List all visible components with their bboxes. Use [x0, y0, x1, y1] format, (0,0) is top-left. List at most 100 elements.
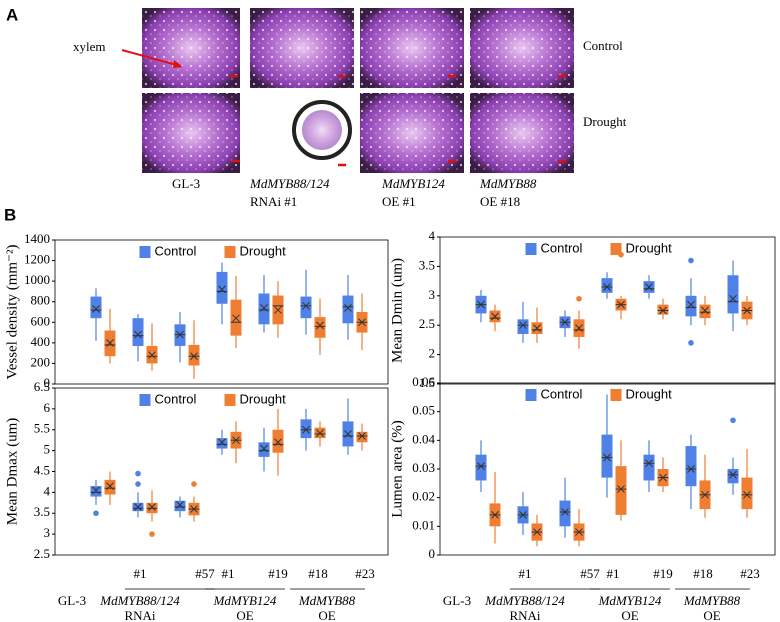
mean-marker [645, 283, 653, 291]
x-tick-label: #1 [519, 566, 532, 581]
image-texture [470, 93, 574, 173]
box [258, 274, 270, 333]
mean-marker [190, 505, 198, 513]
box [272, 408, 284, 476]
mean-marker [302, 301, 310, 310]
mean-marker [260, 304, 268, 312]
box [216, 429, 228, 455]
box-body [132, 318, 144, 346]
group-sublabel: OE [703, 608, 720, 622]
mean-marker [743, 306, 751, 315]
box-body [727, 275, 739, 314]
mean-marker [302, 425, 310, 434]
legend-swatch [139, 246, 151, 258]
plot-frame [54, 239, 389, 385]
y-tick-label: 800 [31, 293, 51, 308]
box [146, 490, 158, 537]
mean-marker [316, 429, 324, 437]
mean-marker [701, 306, 709, 315]
y-tick-label: 3.5 [34, 504, 50, 519]
mean-marker [477, 462, 485, 470]
y-tick-label: 600 [31, 313, 51, 328]
column-label: OE #1 [382, 194, 416, 209]
box [174, 312, 186, 363]
box [573, 509, 585, 547]
mean-marker [659, 306, 667, 315]
mean-marker [533, 324, 541, 332]
box-body [258, 442, 270, 457]
y-tick-label: 0.01 [412, 517, 435, 532]
box [174, 496, 186, 518]
box [90, 288, 102, 341]
annotation: xylem [73, 39, 106, 54]
box-body [258, 293, 270, 325]
box [741, 448, 753, 518]
y-axis-label: Mean Dmax (um) [4, 418, 20, 525]
image-texture [360, 8, 464, 88]
mean-marker [92, 486, 100, 495]
y-tick-label: 3 [429, 287, 436, 302]
box [727, 417, 739, 495]
image-texture [470, 8, 574, 88]
box-body [601, 434, 613, 478]
legend-label: Drought [240, 243, 287, 258]
legend-label: Drought [626, 240, 673, 255]
y-tick-label: 6 [44, 400, 51, 415]
box [314, 298, 326, 356]
x-tick-label: #18 [308, 566, 328, 581]
image-texture [142, 93, 240, 173]
outlier [93, 510, 99, 517]
mean-marker [519, 321, 527, 330]
legend-swatch [610, 243, 622, 255]
image-texture [250, 8, 354, 88]
box-body [475, 454, 487, 481]
box [104, 308, 116, 364]
image-section [302, 110, 342, 150]
mean-marker [176, 501, 184, 509]
x-tick-label: #23 [740, 566, 760, 581]
y-tick-label: 0.06 [412, 374, 435, 389]
box [342, 274, 354, 340]
box [685, 434, 697, 510]
group-sublabel: OE [236, 608, 253, 622]
mean-marker [106, 339, 114, 347]
box [601, 272, 613, 299]
row-label: Control [583, 38, 623, 53]
legend-label: Drought [626, 386, 673, 401]
mean-marker [729, 294, 737, 303]
box-body [342, 295, 354, 324]
mean-marker [575, 324, 583, 332]
micrographs [121, 8, 574, 173]
x-tick-label: GL-3 [443, 593, 471, 608]
mean-marker [134, 503, 142, 511]
mean-marker [274, 438, 282, 447]
scale-bars [230, 74, 566, 167]
y-tick-label: 0 [44, 375, 51, 390]
box-body [188, 344, 200, 366]
x-tick-label: #23 [355, 566, 375, 581]
group-sublabel: RNAi [124, 608, 155, 622]
box-body [517, 319, 529, 335]
outlier [576, 295, 582, 302]
box [559, 477, 571, 538]
outlier [618, 251, 624, 258]
mean-marker [687, 300, 695, 309]
mean-marker [344, 430, 352, 438]
box-body [300, 296, 312, 319]
mean-marker [176, 330, 184, 339]
box [517, 491, 529, 535]
outlier [688, 257, 694, 264]
legend-label: Drought [240, 391, 287, 406]
mean-marker [729, 470, 737, 479]
legend-swatch [610, 389, 622, 401]
box-body [216, 438, 228, 449]
box-body [272, 429, 284, 453]
box [356, 423, 368, 451]
y-tick-label: 6.5 [34, 379, 50, 394]
box [517, 301, 529, 343]
box-body [356, 431, 368, 443]
legend-swatch [139, 394, 151, 406]
y-axis-label: Vessel density (mm⁻²) [4, 245, 20, 380]
mean-marker [106, 482, 114, 490]
box [188, 320, 200, 379]
